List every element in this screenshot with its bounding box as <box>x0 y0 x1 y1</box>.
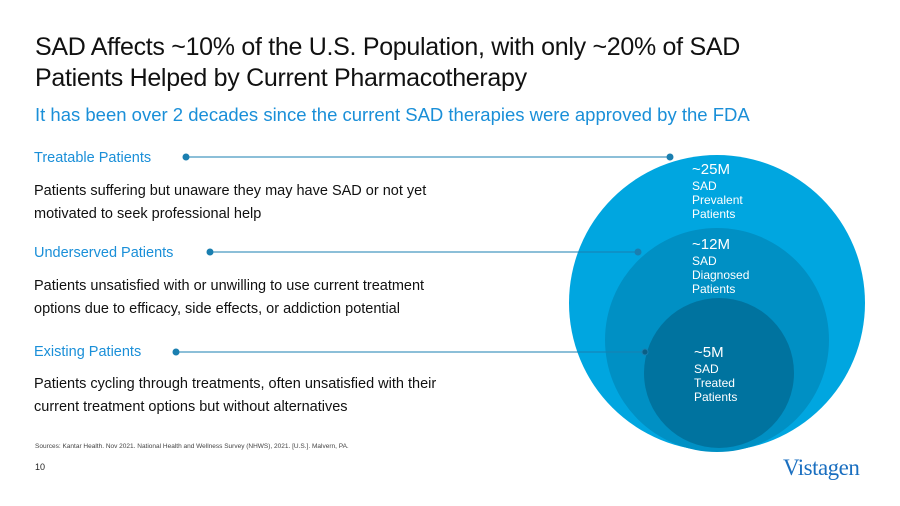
circle-label: Patients <box>692 207 735 221</box>
segment-desc-underserved: Patients unsatisfied with or unwilling t… <box>34 278 425 317</box>
page-title: SAD Affects ~10% of the U.S. Population,… <box>35 33 740 92</box>
circle-label: Diagnosed <box>692 268 749 282</box>
page-number: 10 <box>35 462 46 472</box>
connector-dot <box>172 348 180 356</box>
circle-value: ~5M <box>694 344 724 361</box>
connector-dot <box>634 248 642 256</box>
subtitle: It has been over 2 decades since the cur… <box>35 104 750 125</box>
connector-dot <box>641 348 649 356</box>
circle-label: Prevalent <box>692 193 743 207</box>
circle-label: SAD <box>692 254 717 268</box>
connector-dot <box>206 248 214 256</box>
segment-label-treatable: Treatable Patients <box>34 150 152 166</box>
sources-footnote: Sources: Kantar Health. Nov 2021. Nation… <box>35 443 349 450</box>
segment-label-underserved: Underserved Patients <box>34 245 174 261</box>
circle-label: Patients <box>692 282 735 296</box>
circle-label: SAD <box>694 362 719 376</box>
connector-dot <box>666 153 674 161</box>
circle-value: ~12M <box>692 236 730 253</box>
circle-label: SAD <box>692 179 717 193</box>
segment-desc-treatable: Patients suffering but unaware they may … <box>34 183 427 222</box>
segment-desc-existing: Patients cycling through treatments, oft… <box>34 376 437 415</box>
circle-value: ~25M <box>692 161 730 178</box>
circle-label: Patients <box>694 390 737 404</box>
connector-dot <box>182 153 190 161</box>
vistagen-logo: Vistagen <box>783 455 860 480</box>
circle-label: Treated <box>694 376 735 390</box>
circle-treated <box>644 298 794 448</box>
segment-label-existing: Existing Patients <box>34 344 142 360</box>
